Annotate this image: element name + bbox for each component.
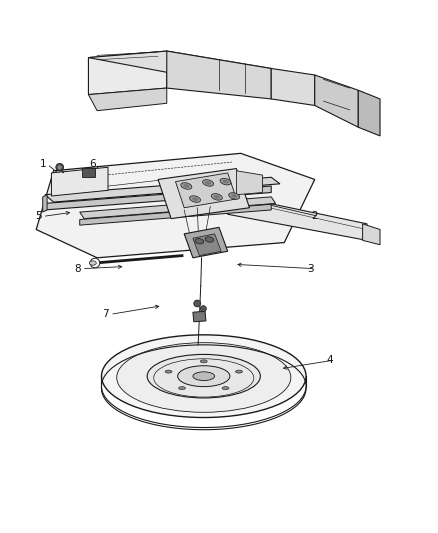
Ellipse shape [117, 343, 291, 413]
Text: 8: 8 [74, 264, 81, 273]
Ellipse shape [205, 237, 214, 242]
Polygon shape [193, 234, 221, 256]
Ellipse shape [236, 370, 242, 373]
Ellipse shape [147, 354, 260, 398]
Polygon shape [237, 171, 262, 195]
Polygon shape [80, 197, 276, 219]
Circle shape [200, 305, 206, 312]
Polygon shape [363, 224, 380, 245]
Text: 4: 4 [327, 355, 333, 365]
Text: 1: 1 [39, 159, 46, 169]
Ellipse shape [193, 372, 215, 381]
Text: 6: 6 [89, 159, 96, 169]
Polygon shape [45, 186, 271, 210]
Polygon shape [51, 167, 108, 196]
Ellipse shape [179, 386, 186, 390]
Polygon shape [45, 177, 280, 202]
Polygon shape [88, 51, 271, 77]
Bar [82, 168, 95, 177]
Polygon shape [80, 204, 271, 225]
Circle shape [194, 300, 201, 307]
Circle shape [57, 165, 62, 169]
Ellipse shape [89, 261, 96, 265]
Ellipse shape [181, 183, 192, 189]
Ellipse shape [205, 181, 211, 185]
Polygon shape [358, 90, 380, 136]
Polygon shape [36, 154, 315, 258]
Ellipse shape [200, 360, 207, 363]
Ellipse shape [102, 335, 306, 417]
Text: 2: 2 [311, 212, 318, 221]
Ellipse shape [214, 195, 220, 199]
Circle shape [56, 163, 64, 171]
Ellipse shape [178, 366, 230, 386]
Polygon shape [176, 173, 237, 208]
Text: 7: 7 [102, 309, 109, 319]
Polygon shape [193, 311, 206, 322]
Ellipse shape [231, 194, 237, 198]
Polygon shape [88, 51, 167, 94]
Ellipse shape [222, 386, 229, 390]
Ellipse shape [192, 197, 198, 201]
Ellipse shape [203, 180, 214, 186]
Ellipse shape [211, 193, 223, 200]
Text: 5: 5 [35, 212, 42, 221]
Polygon shape [184, 228, 228, 258]
Polygon shape [315, 75, 358, 127]
Ellipse shape [220, 179, 231, 185]
Ellipse shape [229, 193, 240, 199]
Polygon shape [158, 168, 250, 219]
Text: 3: 3 [307, 264, 314, 273]
Polygon shape [43, 195, 47, 212]
Ellipse shape [190, 196, 201, 203]
Ellipse shape [223, 180, 229, 183]
Circle shape [90, 258, 100, 268]
Polygon shape [88, 88, 167, 111]
Ellipse shape [184, 184, 189, 188]
Polygon shape [167, 51, 271, 99]
Polygon shape [228, 195, 367, 240]
Ellipse shape [165, 370, 172, 373]
Ellipse shape [195, 239, 204, 244]
Polygon shape [271, 68, 315, 106]
